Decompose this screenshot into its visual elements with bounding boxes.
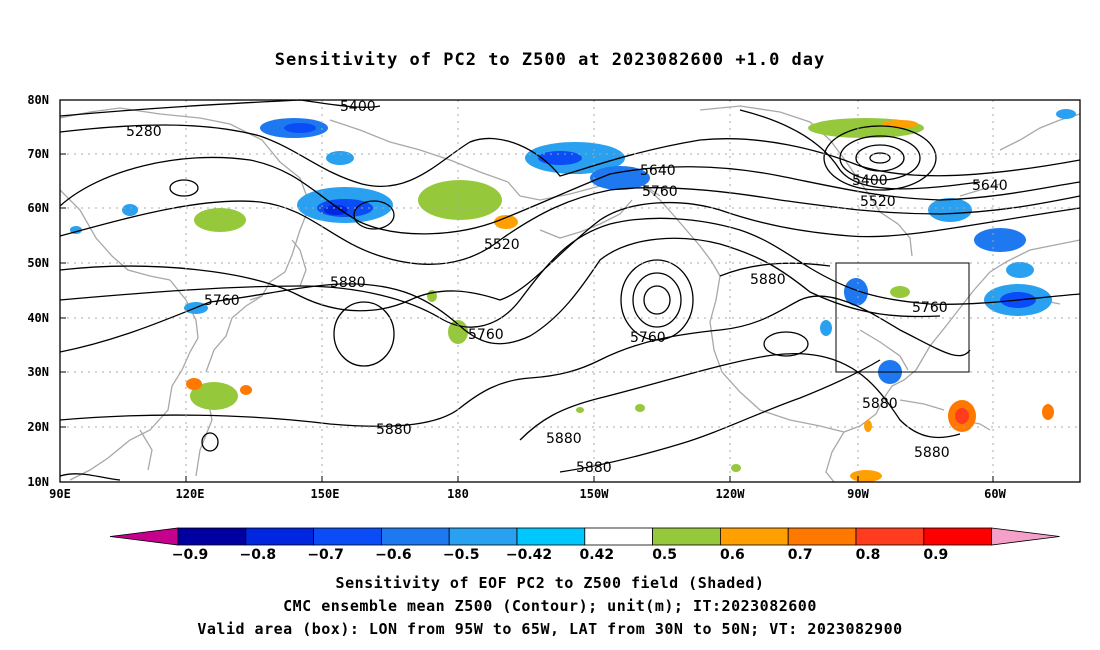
contour-label: 5880 xyxy=(862,396,898,412)
x-tick-label: 120W xyxy=(716,487,746,501)
contour-label: 5760 xyxy=(630,330,666,346)
contour-label: 5880 xyxy=(750,272,786,288)
y-tick-label: 30N xyxy=(27,365,49,379)
y-tick-label: 40N xyxy=(27,311,49,325)
colorbar-segment xyxy=(855,527,925,546)
colorbar-tick-label: 0.7 xyxy=(788,547,813,563)
x-axis-labels: 90E 120E 150E 180 150W 120W 90W 60W xyxy=(49,487,1006,501)
colorbar-tick-label: −0.7 xyxy=(307,547,344,563)
colorbar-segment xyxy=(720,527,789,546)
colorbar-right-arrow xyxy=(991,527,1060,546)
colorbar-tick-label: −0.9 xyxy=(172,547,209,563)
x-tick-label: 150E xyxy=(311,487,340,501)
x-tick-label: 120E xyxy=(176,487,205,501)
contour-label: 5880 xyxy=(546,431,582,447)
y-axis-labels: 80N 70N 60N 50N 40N 30N 20N 10N xyxy=(27,93,49,489)
colorbar-tick-label: −0.6 xyxy=(375,547,412,563)
colorbar-segment xyxy=(380,527,450,546)
contour-label: 5880 xyxy=(376,422,412,438)
y-tick-label: 80N xyxy=(27,93,49,107)
contour-label: 5640 xyxy=(972,178,1008,194)
footer-line-3: Valid area (box): LON from 95W to 65W, L… xyxy=(197,620,903,638)
y-tick-label: 10N xyxy=(27,475,49,489)
y-tick-label: 20N xyxy=(27,420,49,434)
x-tick-label: 150W xyxy=(580,487,610,501)
contour-label: 5400 xyxy=(852,173,888,189)
colorbar-segment xyxy=(448,527,518,546)
colorbar-tick-label: −0.42 xyxy=(506,547,552,563)
contour-label: 5880 xyxy=(330,275,366,291)
colorbar-tick-label: 0.9 xyxy=(923,547,948,563)
x-tick-label: 180 xyxy=(447,487,469,501)
colorbar-tick-label: −0.8 xyxy=(240,547,277,563)
colorbar-segment xyxy=(584,527,653,546)
colorbar-tick-label: 0.5 xyxy=(652,547,677,563)
contour-label: 5520 xyxy=(860,194,896,210)
colorbar-segment xyxy=(177,527,247,546)
z500-contours xyxy=(59,99,1081,481)
x-tick-label: 60W xyxy=(984,487,1006,501)
colorbar-tick-label: 0.8 xyxy=(856,547,881,563)
valid-area-box xyxy=(835,262,970,373)
x-tick-label: 90E xyxy=(49,487,71,501)
contour-label: 5880 xyxy=(576,460,612,476)
contour-label: 5760 xyxy=(912,300,948,316)
colorbar-tick-label: 0.42 xyxy=(580,547,615,563)
colorbar: −0.9 −0.8 −0.7 −0.6 −0.5 −0.42 0.42 0.5 0.6 0.7 0.… xyxy=(109,527,1060,563)
contour-label: 5520 xyxy=(484,237,520,253)
footer-line-2: CMC ensemble mean Z500 (Contour); unit(m… xyxy=(283,597,817,615)
contour-label: 5400 xyxy=(340,99,376,115)
contour-label: 5280 xyxy=(126,124,162,140)
colorbar-segment xyxy=(787,527,857,546)
y-tick-label: 70N xyxy=(27,147,49,161)
contour-label: 5760 xyxy=(642,184,678,200)
contour-label: 5640 xyxy=(640,163,676,179)
colorbar-segment xyxy=(313,527,382,546)
colorbar-left-arrow xyxy=(109,527,179,546)
contour-label: 5880 xyxy=(914,445,950,461)
colorbar-tick-label: 0.6 xyxy=(720,547,745,563)
colorbar-segment xyxy=(245,527,315,546)
y-tick-label: 60N xyxy=(27,201,49,215)
x-tick-label: 90W xyxy=(847,487,869,501)
colorbar-segment xyxy=(652,527,721,546)
plot-border xyxy=(59,99,1081,483)
gridlines xyxy=(60,100,1080,482)
colorbar-tick-label: −0.5 xyxy=(443,547,480,563)
contour-labels: 5400 5640 5280 5400 5520 5640 5760 5520 … xyxy=(126,99,1008,476)
colorbar-segment xyxy=(516,527,586,546)
y-tick-label: 50N xyxy=(27,256,49,270)
colorbar-segment xyxy=(923,527,992,546)
tick-marks xyxy=(59,99,994,482)
footer-line-1: Sensitivity of EOF PC2 to Z500 field (Sh… xyxy=(335,574,765,592)
contour-label: 5760 xyxy=(204,293,240,309)
contour-label: 5760 xyxy=(468,327,504,343)
map-title: Sensitivity of PC2 to Z500 at 2023082600… xyxy=(274,50,826,70)
